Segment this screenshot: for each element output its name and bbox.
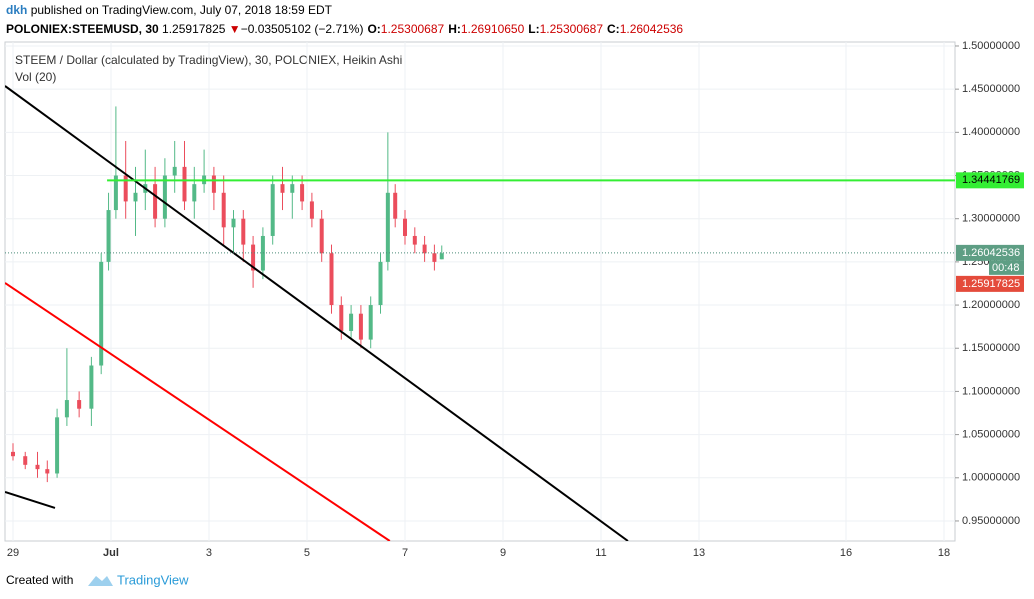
candle-body [422,244,427,254]
logo [88,576,113,586]
candle-body [162,175,167,219]
y-tick-label: 1.40000000 [962,126,1020,138]
footer-brand[interactable]: TradingView [117,572,189,587]
y-tick-label: 1.05000000 [962,429,1020,441]
arrow: ▼ [228,22,241,36]
candle-body [432,253,437,262]
ohlc-label: O: [367,22,381,36]
x-tick-label: 3 [206,547,212,559]
x-tick-label: Jul [103,547,119,559]
candle-body [280,184,285,193]
candle-body [153,184,158,219]
symbol: POLONIEX:STEEMUSD, 30 [6,22,159,36]
candle-body [182,166,187,202]
candle-body [221,192,226,228]
x-tick-label: 9 [500,547,506,559]
close-tag [956,275,1024,292]
plot [5,42,955,541]
candle-body [192,184,197,202]
y-tick-label: 1.00000000 [962,472,1020,484]
ohlc-value: 1.25300687 [380,22,445,36]
candle-body [439,253,444,260]
candle-body [378,261,383,306]
level-label: 1.34441769 [962,174,1020,186]
candle-body [231,218,236,228]
y-tick-label: 0.95000000 [962,515,1020,527]
symbol-row: POLONIEX:STEEMUSD, 30 1.25917825 ▼−0.035… [6,22,683,36]
candle-body [412,235,417,245]
candle-body [133,192,138,202]
x-tick-label: 16 [840,547,852,559]
candle-body [393,192,398,219]
candle-body [385,192,390,262]
ohlc-label: C: [607,22,620,36]
candle-body [99,261,104,366]
last-price-label: 1.26042536 [962,247,1020,259]
candle-body [23,456,28,465]
candle-body [290,184,295,193]
y-tick-label: 1.45000000 [962,83,1020,95]
y-tick-label: 1.30000000 [962,213,1020,225]
y-tick-label: 1.15000000 [962,342,1020,354]
candle-body [309,201,314,219]
level-tag [956,172,1024,189]
candle-body [358,313,363,340]
candle-body [329,253,334,306]
x-tick-label: 13 [693,547,705,559]
close-label: 1.25917825 [962,278,1020,290]
candle-body [241,218,246,245]
footer-created: Created with [6,573,73,587]
last: 1.25917825 [162,22,226,36]
countdown-tag [989,260,1024,275]
countdown: 00:48 [992,262,1020,274]
candle-body [403,218,408,236]
ohlc-value: 1.26042536 [619,22,684,36]
candle-body [35,464,40,470]
trend-line [5,282,391,541]
candle-body [211,175,216,193]
x-tick-label: 11 [595,547,606,559]
candle-body [251,244,256,271]
candle-body [270,184,275,236]
x-tick-label: 7 [402,547,408,559]
ohlc-value: 1.25300687 [539,22,604,36]
candle-body [319,218,324,254]
candle-body [106,210,111,262]
trend-line [5,490,56,509]
y-tick-label: 1.20000000 [962,299,1020,311]
user: dkh [6,3,28,17]
y-tick-label: 1.50000000 [962,40,1020,52]
indicator: Vol (20) [15,70,56,84]
candle-body [77,400,82,409]
candle-body [172,166,177,176]
x-tick-label: 29 [7,547,19,559]
candle-body [368,305,373,340]
trend-line [5,85,629,541]
ohlc-label: L: [528,22,540,36]
candle-body [64,400,69,418]
ohlc-value: 1.26910650 [460,22,525,36]
candle-body [55,417,60,474]
last-price-tag [956,244,1024,261]
candle-body [45,469,50,474]
x-tick-label: 18 [938,547,950,559]
candle-body [89,365,94,409]
candle-body [10,451,15,457]
candle-body [300,184,305,202]
candle-body [260,235,265,271]
candle-body [123,175,128,202]
ohlc-label: H: [448,22,461,36]
published: published on TradingView.com, July 07, 2… [30,3,332,17]
candle-body [349,313,354,331]
x-tick-label: 5 [304,547,310,559]
plot-frame [4,41,956,542]
header: dkh published on TradingView.com, July 0… [6,3,332,17]
candle-body [113,175,118,211]
y-tick-label: 1.10000000 [962,385,1020,397]
change: −0.03505102 (−2.71%) [240,22,364,36]
candle-body [339,305,344,331]
